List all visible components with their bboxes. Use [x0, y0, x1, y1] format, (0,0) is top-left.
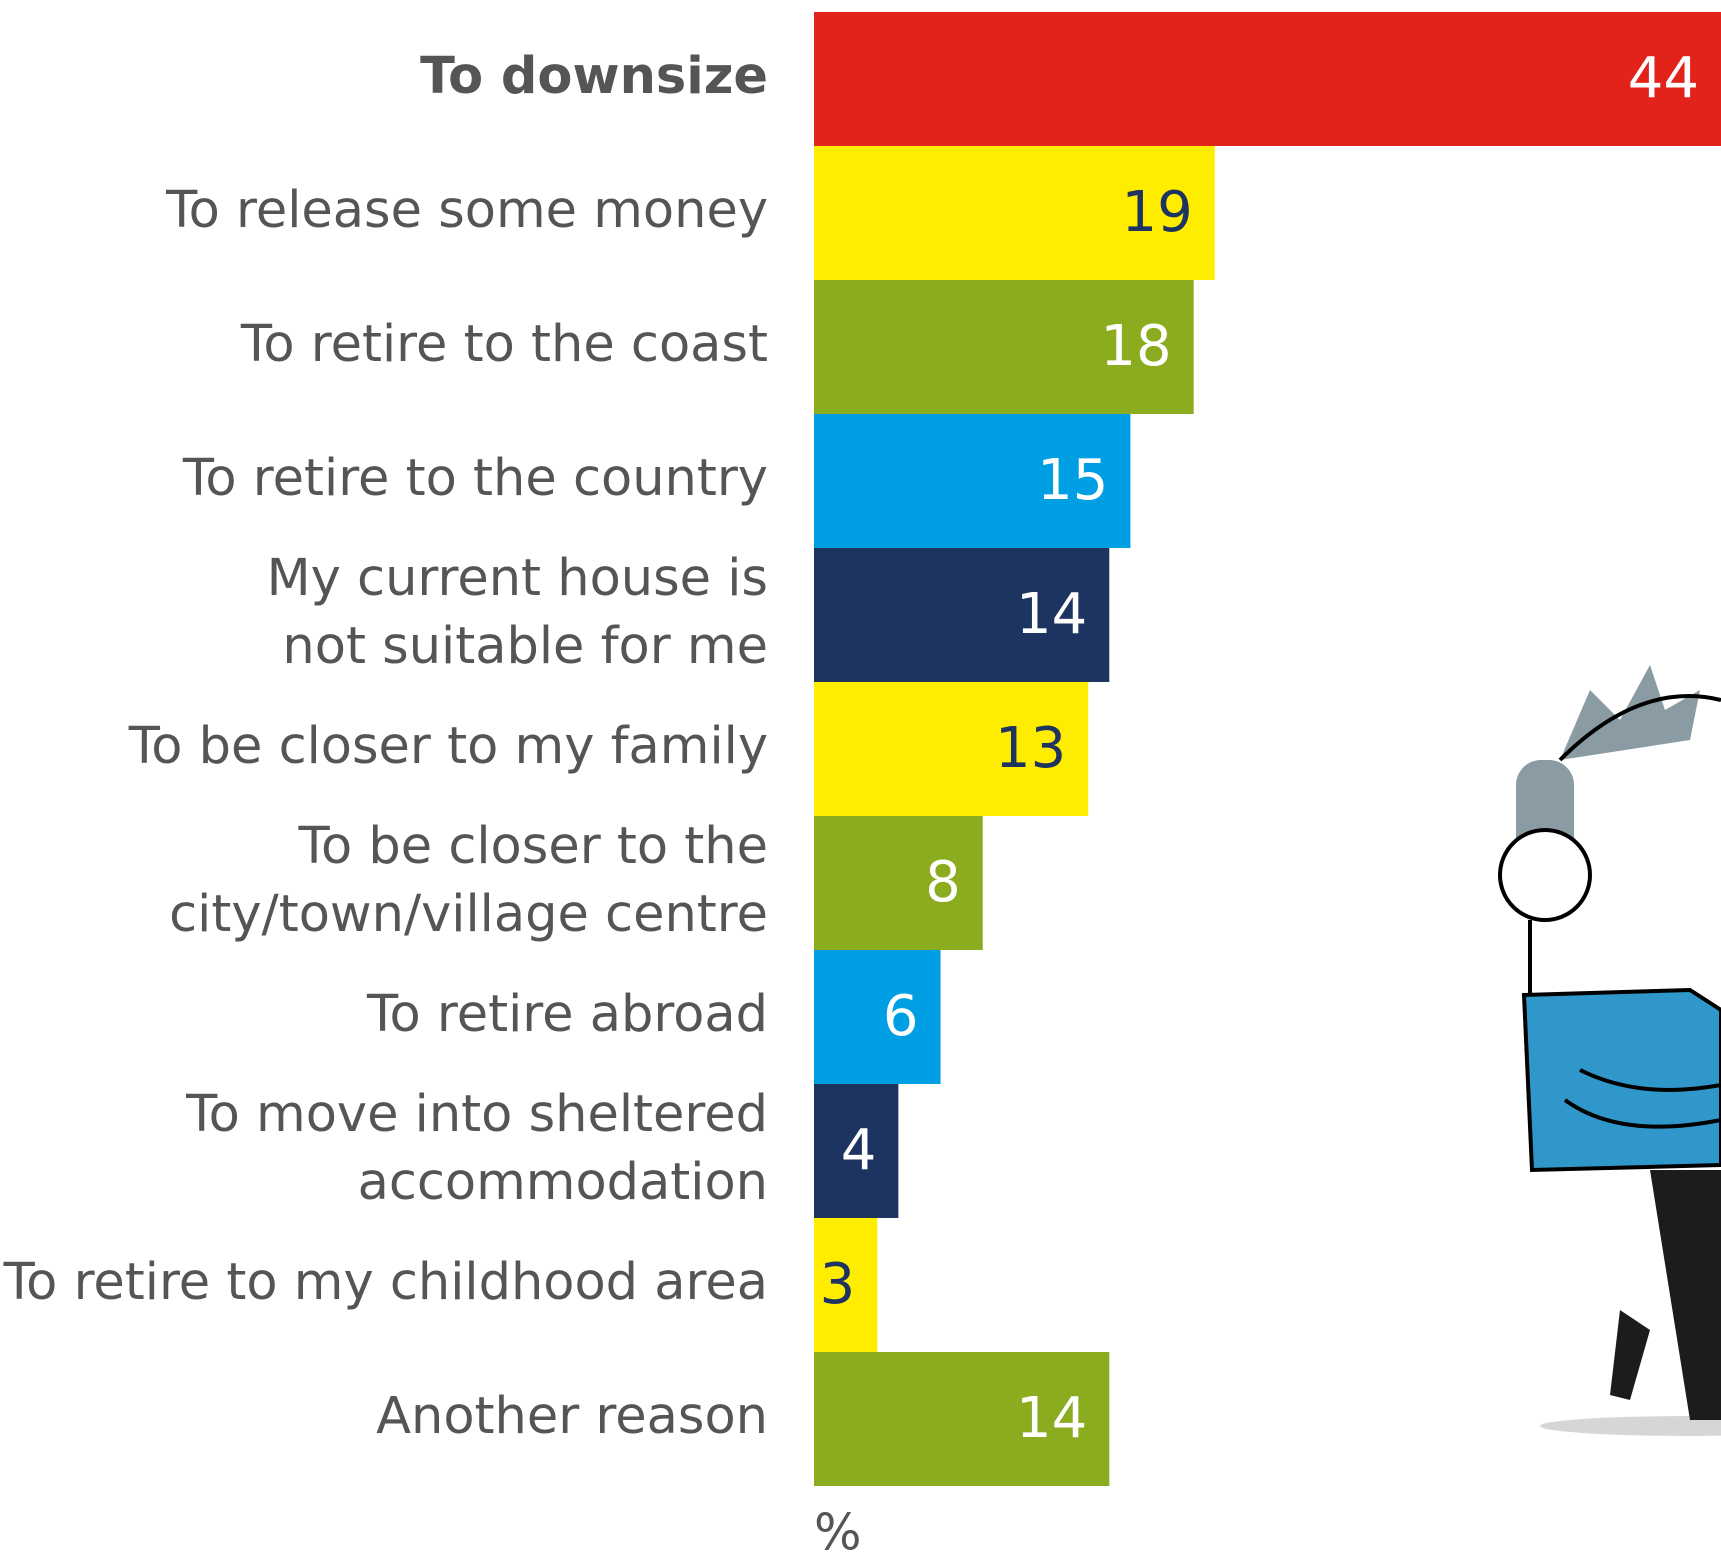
x-axis-label: %	[814, 1504, 862, 1556]
value-label: 14	[1016, 582, 1087, 647]
arm	[1579, 1068, 1721, 1092]
value-label: 44	[1628, 46, 1699, 111]
category-label: To be closer to the city/town/village cen…	[169, 817, 768, 944]
head	[1558, 694, 1721, 762]
category-label: To downsize	[420, 47, 768, 106]
value-label: 18	[1100, 314, 1171, 379]
value-label: 4	[841, 1118, 877, 1183]
bar	[814, 280, 1194, 414]
value-label: 13	[995, 716, 1066, 781]
bar	[814, 146, 1215, 280]
hair	[1560, 665, 1700, 760]
chair-leg	[1610, 1310, 1650, 1400]
value-label: 3	[820, 1252, 856, 1317]
shirt	[1521, 987, 1721, 1173]
category-label: To move into sheltered accommodation	[185, 1085, 768, 1212]
arm	[1563, 1098, 1721, 1129]
category-label: Another reason	[376, 1387, 768, 1446]
illustration	[1498, 665, 1721, 1436]
value-label: 14	[1016, 1386, 1087, 1451]
category-label: To retire to my childhood area	[3, 1253, 768, 1312]
bar	[814, 816, 983, 950]
bar	[814, 1084, 899, 1218]
bar	[814, 414, 1131, 548]
category-label: To retire to the coast	[240, 315, 768, 374]
bar	[814, 1352, 1110, 1486]
category-label: To retire to the country	[182, 449, 768, 508]
value-label: 8	[925, 850, 961, 915]
category-label: To retire abroad	[366, 985, 768, 1044]
ear	[1498, 828, 1592, 922]
category-label: My current house is not suitable for me	[267, 549, 768, 676]
category-label: To release some money	[165, 181, 768, 240]
category-label: To be closer to my family	[128, 717, 768, 776]
value-label: 15	[1037, 448, 1108, 513]
bar	[814, 682, 1089, 816]
leg	[1650, 1170, 1721, 1420]
bar	[814, 1218, 878, 1352]
shadow	[1540, 1416, 1721, 1436]
value-label: 19	[1122, 180, 1193, 245]
bar	[814, 548, 1110, 682]
value-label: 6	[883, 984, 919, 1049]
bar	[814, 950, 941, 1084]
bar	[814, 12, 1721, 146]
